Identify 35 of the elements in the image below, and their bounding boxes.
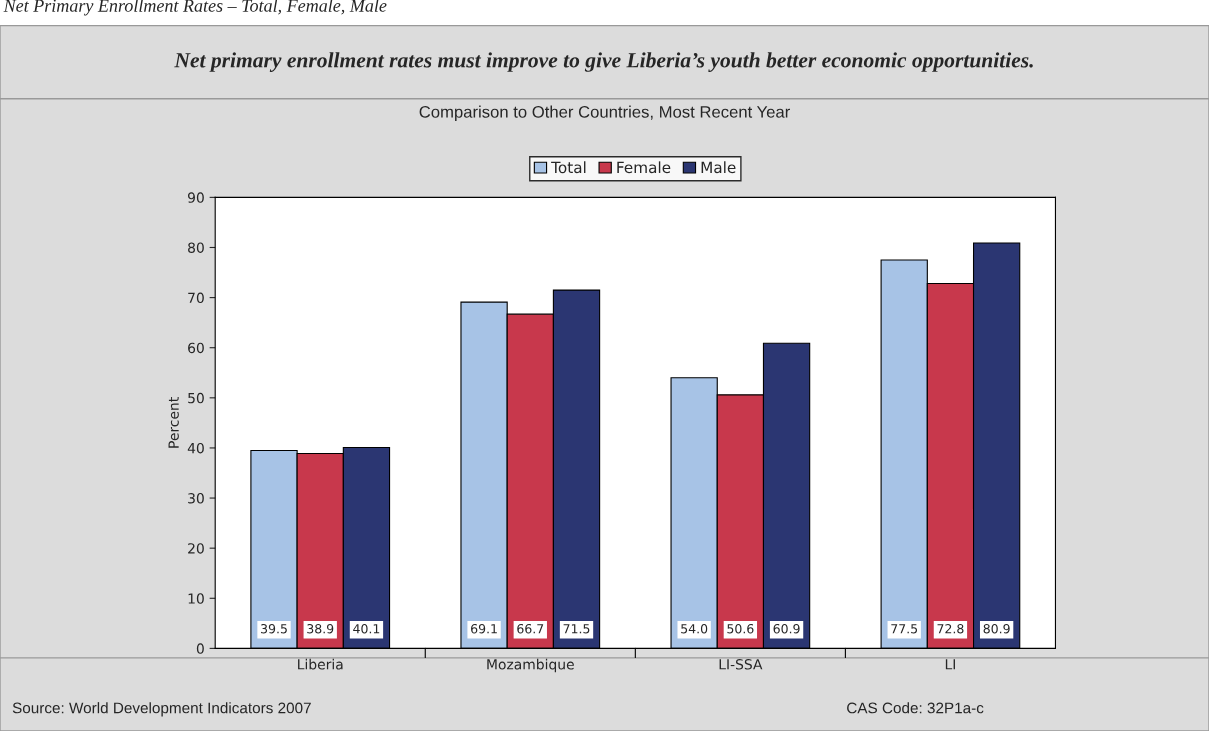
y-tick-label: 50	[188, 392, 204, 404]
source-note: Source: World Development Indicators 2007	[12, 702, 311, 717]
y-tick-label: 10	[188, 593, 204, 604]
legend-label: Male	[701, 161, 736, 174]
x-tick-label: Mozambique	[487, 658, 574, 673]
data-label: 54.0	[681, 623, 708, 634]
y-tick-label: 0	[196, 643, 204, 654]
data-label: 77.5	[891, 624, 918, 634]
legend-label: Total	[551, 161, 586, 174]
text: CAS Code: 32P1a-c	[847, 702, 984, 714]
data-label: 72.8	[937, 623, 964, 634]
y-tick-label: 60	[188, 342, 204, 354]
data-label: 71.5	[563, 624, 590, 634]
data-label: 60.9	[773, 623, 800, 634]
data-label: 40.1	[353, 623, 380, 634]
text: Net Primary Enrollment Rates – Total, Female, Male	[3, 0, 387, 16]
y-tick-label: 20	[188, 543, 204, 554]
x-tick-label: LI-SSA	[719, 659, 763, 670]
y-tick-label: 70	[188, 292, 204, 304]
y-tick-label: 90	[187, 192, 204, 203]
data-label: 80.9	[983, 623, 1010, 634]
data-label: 66.7	[517, 623, 544, 634]
x-tick-label: Liberia	[298, 658, 343, 670]
data-label: 39.5	[261, 623, 287, 634]
x-tick-label: LI	[945, 659, 955, 670]
y-tick-label: 40	[187, 442, 204, 454]
legend-label: Female	[617, 161, 671, 174]
data-label: 69.1	[471, 623, 497, 634]
chart-title: Net primary enrollment rates must improve to give Liberia’s youth better economic opportunities.	[174, 52, 1033, 72]
y-tick-label: 80	[188, 242, 204, 253]
data-label: 50.6	[727, 623, 754, 634]
chart-subtitle: Comparison to Other Countries, Most Recent Year	[419, 105, 790, 122]
y-axis-title: Percent	[168, 397, 179, 448]
data-label: 38.9	[307, 623, 334, 634]
y-tick-label: 30	[188, 493, 204, 504]
